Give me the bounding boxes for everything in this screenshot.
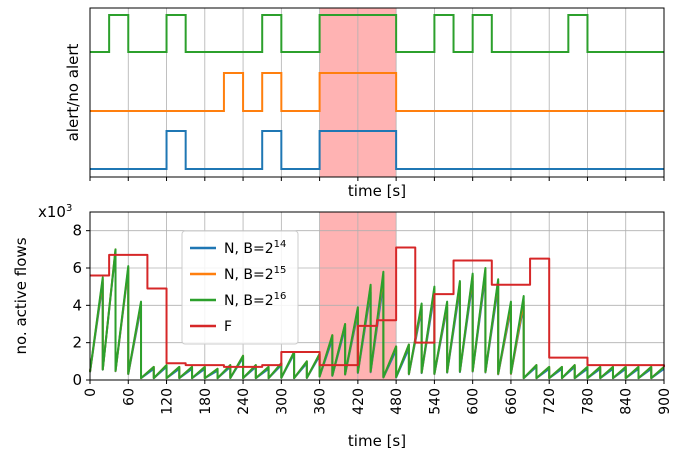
flows-panel-series <box>89 246 665 380</box>
flow-series-3 <box>90 246 665 368</box>
x-tick-label: 0 <box>83 388 99 397</box>
legend-box <box>181 230 299 345</box>
y-tick-label: 2 <box>72 334 82 352</box>
legend-entry: N, B=214 <box>224 239 286 257</box>
flows-panel-y-axis-label: no. active flows <box>12 237 30 354</box>
y-axis-multiplier-base: x10 <box>38 203 66 221</box>
flows-panel-x-axis-label: time [s] <box>348 432 406 450</box>
x-tick-label: 420 <box>351 388 367 415</box>
alert-panel-series <box>90 14 664 170</box>
x-tick-label: 240 <box>236 388 252 415</box>
legend-entry-label: N, B=2 <box>224 267 274 283</box>
alert-panel-y-axis-label: alert/no alert <box>64 43 82 141</box>
x-tick-label: 480 <box>389 388 405 415</box>
legend-entry-exponent: 16 <box>274 291 287 302</box>
legend-entry-exponent: 15 <box>274 265 287 276</box>
alert-series-1 <box>90 72 664 112</box>
y-tick-label: 6 <box>72 259 82 277</box>
flows-panel: 0 60 120 180 240 300 360 420 480 540 600 660 720 780 8… <box>12 203 673 450</box>
legend-entry: N, B=216 <box>224 291 286 309</box>
x-tick-label: 600 <box>466 388 482 415</box>
x-tick-label: 720 <box>542 388 558 415</box>
x-tick-label: 180 <box>198 388 214 415</box>
flows-panel-frame <box>89 211 665 381</box>
legend-entry: N, B=215 <box>224 265 286 283</box>
x-tick-label: 840 <box>619 388 635 415</box>
alert-series-2 <box>90 14 664 53</box>
x-tick-label: 540 <box>427 388 443 415</box>
x-tick-label: 120 <box>160 388 176 415</box>
x-tick-label: 300 <box>274 388 290 415</box>
x-tick-label: 660 <box>504 388 520 415</box>
x-tick-label: 900 <box>657 388 673 415</box>
legend-entry-label: F <box>224 319 232 335</box>
flows-panel-y-ticks: 0 2 4 6 8 <box>72 222 90 389</box>
x-tick-label: 780 <box>580 388 596 415</box>
alert-series-0 <box>90 130 664 170</box>
legend-entry: F <box>224 319 232 335</box>
y-tick-label: 4 <box>72 296 82 314</box>
legend-entry-label: N, B=2 <box>224 241 274 257</box>
legend-entry-exponent: 14 <box>274 239 287 250</box>
y-tick-label: 0 <box>72 371 82 389</box>
y-tick-label: 8 <box>72 222 82 240</box>
alert-panel-x-axis-label: time [s] <box>348 182 406 200</box>
y-axis-multiplier: x103 <box>38 203 72 221</box>
legend-entry-label: N, B=2 <box>224 293 274 309</box>
x-tick-label: 360 <box>313 388 329 415</box>
alert-panel: time [s] alert/no alert <box>64 7 665 200</box>
alert-panel-x-ticks <box>89 177 665 181</box>
flows-panel-x-ticks: 0 60 120 180 240 300 360 420 480 540 600 660 720 780 8… <box>83 380 673 415</box>
alert-panel-frame <box>89 7 665 178</box>
y-axis-multiplier-exponent: 3 <box>66 203 72 214</box>
x-tick-label: 60 <box>121 388 137 406</box>
